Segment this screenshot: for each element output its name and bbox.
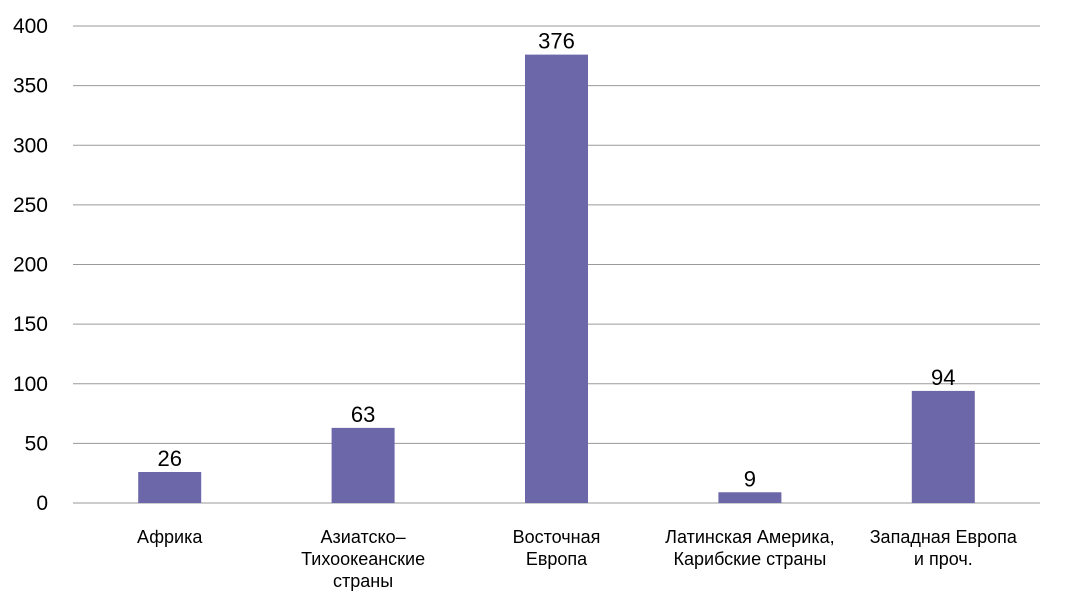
y-tick-label: 150 bbox=[13, 313, 48, 336]
data-labels: 26 63 376 9 94 bbox=[157, 29, 955, 492]
y-tick-label: 400 bbox=[13, 15, 48, 38]
y-tick-label: 100 bbox=[13, 373, 48, 396]
bar bbox=[718, 492, 782, 503]
y-tick-label: 350 bbox=[13, 75, 48, 98]
x-tick-label-line: Западная Европа bbox=[870, 527, 1018, 547]
x-tick-label-line: Тихоокеанские bbox=[301, 549, 425, 569]
y-tick-label: 50 bbox=[25, 432, 48, 455]
x-tick-label-line: Африка bbox=[137, 527, 203, 547]
y-tick-label: 300 bbox=[13, 134, 48, 157]
x-tick-label-line: Восточная bbox=[513, 527, 601, 547]
data-label: 376 bbox=[538, 29, 575, 54]
data-label: 63 bbox=[351, 402, 375, 427]
x-tick-label-line: страны bbox=[333, 571, 393, 591]
bar bbox=[911, 390, 975, 503]
y-axis-ticks: 0 50 100 150 200 250 300 350 400 bbox=[13, 15, 48, 515]
y-tick-label: 0 bbox=[36, 492, 48, 515]
x-tick-label-line: и проч. bbox=[914, 549, 973, 569]
x-tick-label: Латинская Америка, Карибские страны bbox=[665, 527, 834, 569]
x-tick-label-line: Европа bbox=[526, 549, 588, 569]
x-tick-label: Азиатско– Тихоокеанские страны bbox=[301, 527, 425, 591]
x-tick-label: Восточная Европа bbox=[513, 527, 601, 569]
bar bbox=[331, 427, 395, 503]
bar bbox=[138, 471, 202, 503]
data-label: 26 bbox=[157, 446, 181, 471]
data-label: 9 bbox=[744, 466, 756, 491]
bars bbox=[138, 54, 975, 504]
y-tick-label: 250 bbox=[13, 194, 48, 217]
bar bbox=[525, 54, 588, 504]
x-tick-label: Африка bbox=[137, 527, 203, 547]
x-tick-label-line: Карибские страны bbox=[674, 549, 827, 569]
x-tick-label-line: Латинская Америка, bbox=[665, 527, 834, 547]
x-tick-label: Западная Европа и проч. bbox=[870, 527, 1018, 569]
data-label: 94 bbox=[931, 365, 955, 390]
x-axis-ticks: Африка Азиатско– Тихоокеанские страны Восточ… bbox=[137, 527, 1018, 591]
y-tick-label: 200 bbox=[13, 254, 48, 277]
x-tick-label-line: Азиатско– bbox=[321, 527, 406, 547]
